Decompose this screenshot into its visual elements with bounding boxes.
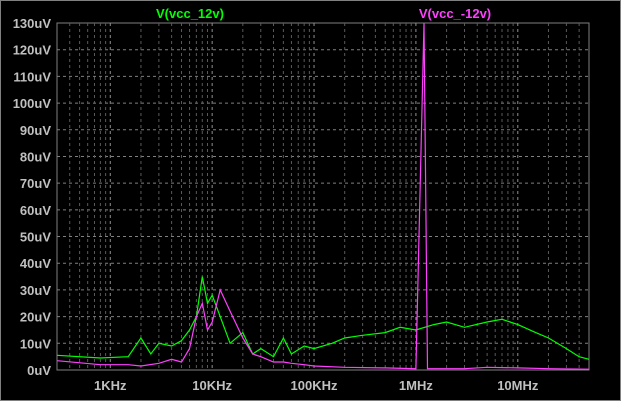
x-tick-label: 1KHz <box>94 378 127 393</box>
y-tick-label: 100uV <box>13 96 52 111</box>
series-line-1 <box>56 22 590 370</box>
series-line-0 <box>56 276 590 360</box>
legend-entry[interactable]: V(vcc_-12v) <box>419 6 491 21</box>
curves <box>56 22 590 370</box>
x-tick-label: 10KHz <box>192 378 232 393</box>
y-tick-label: 30uV <box>20 283 51 298</box>
y-tick-label: 90uV <box>20 123 51 138</box>
y-tick-label: 60uV <box>20 203 51 218</box>
y-tick-label: 110uV <box>13 69 51 84</box>
x-axis: 1KHz 10KHz 100KHz 1MHz 10MHz <box>94 378 539 393</box>
y-tick-label: 20uV <box>20 310 51 325</box>
y-tick-label: 10uV <box>20 336 51 351</box>
plot-area <box>56 22 590 371</box>
y-tick-label: 120uV <box>13 43 52 58</box>
x-tick-label: 10MHz <box>497 378 539 393</box>
y-axis: 0uV 10uV 20uV 30uV 40uV 50uV 60uV 70uV 80uV 90uV 1… <box>13 16 52 378</box>
y-tick-label: 50uV <box>20 230 51 245</box>
grid <box>57 23 589 370</box>
x-tick-label: 1MHz <box>399 378 433 393</box>
legend: V(vcc_12v) V(vcc_-12v) <box>156 6 491 21</box>
y-tick-label: 40uV <box>20 256 51 271</box>
y-tick-label: 70uV <box>20 176 51 191</box>
y-tick-label: 80uV <box>20 149 51 164</box>
x-tick-label: 100KHz <box>291 378 338 393</box>
legend-entry[interactable]: V(vcc_12v) <box>156 6 224 21</box>
y-tick-label: 130uV <box>13 16 52 31</box>
y-tick-label: 0uV <box>27 363 51 378</box>
